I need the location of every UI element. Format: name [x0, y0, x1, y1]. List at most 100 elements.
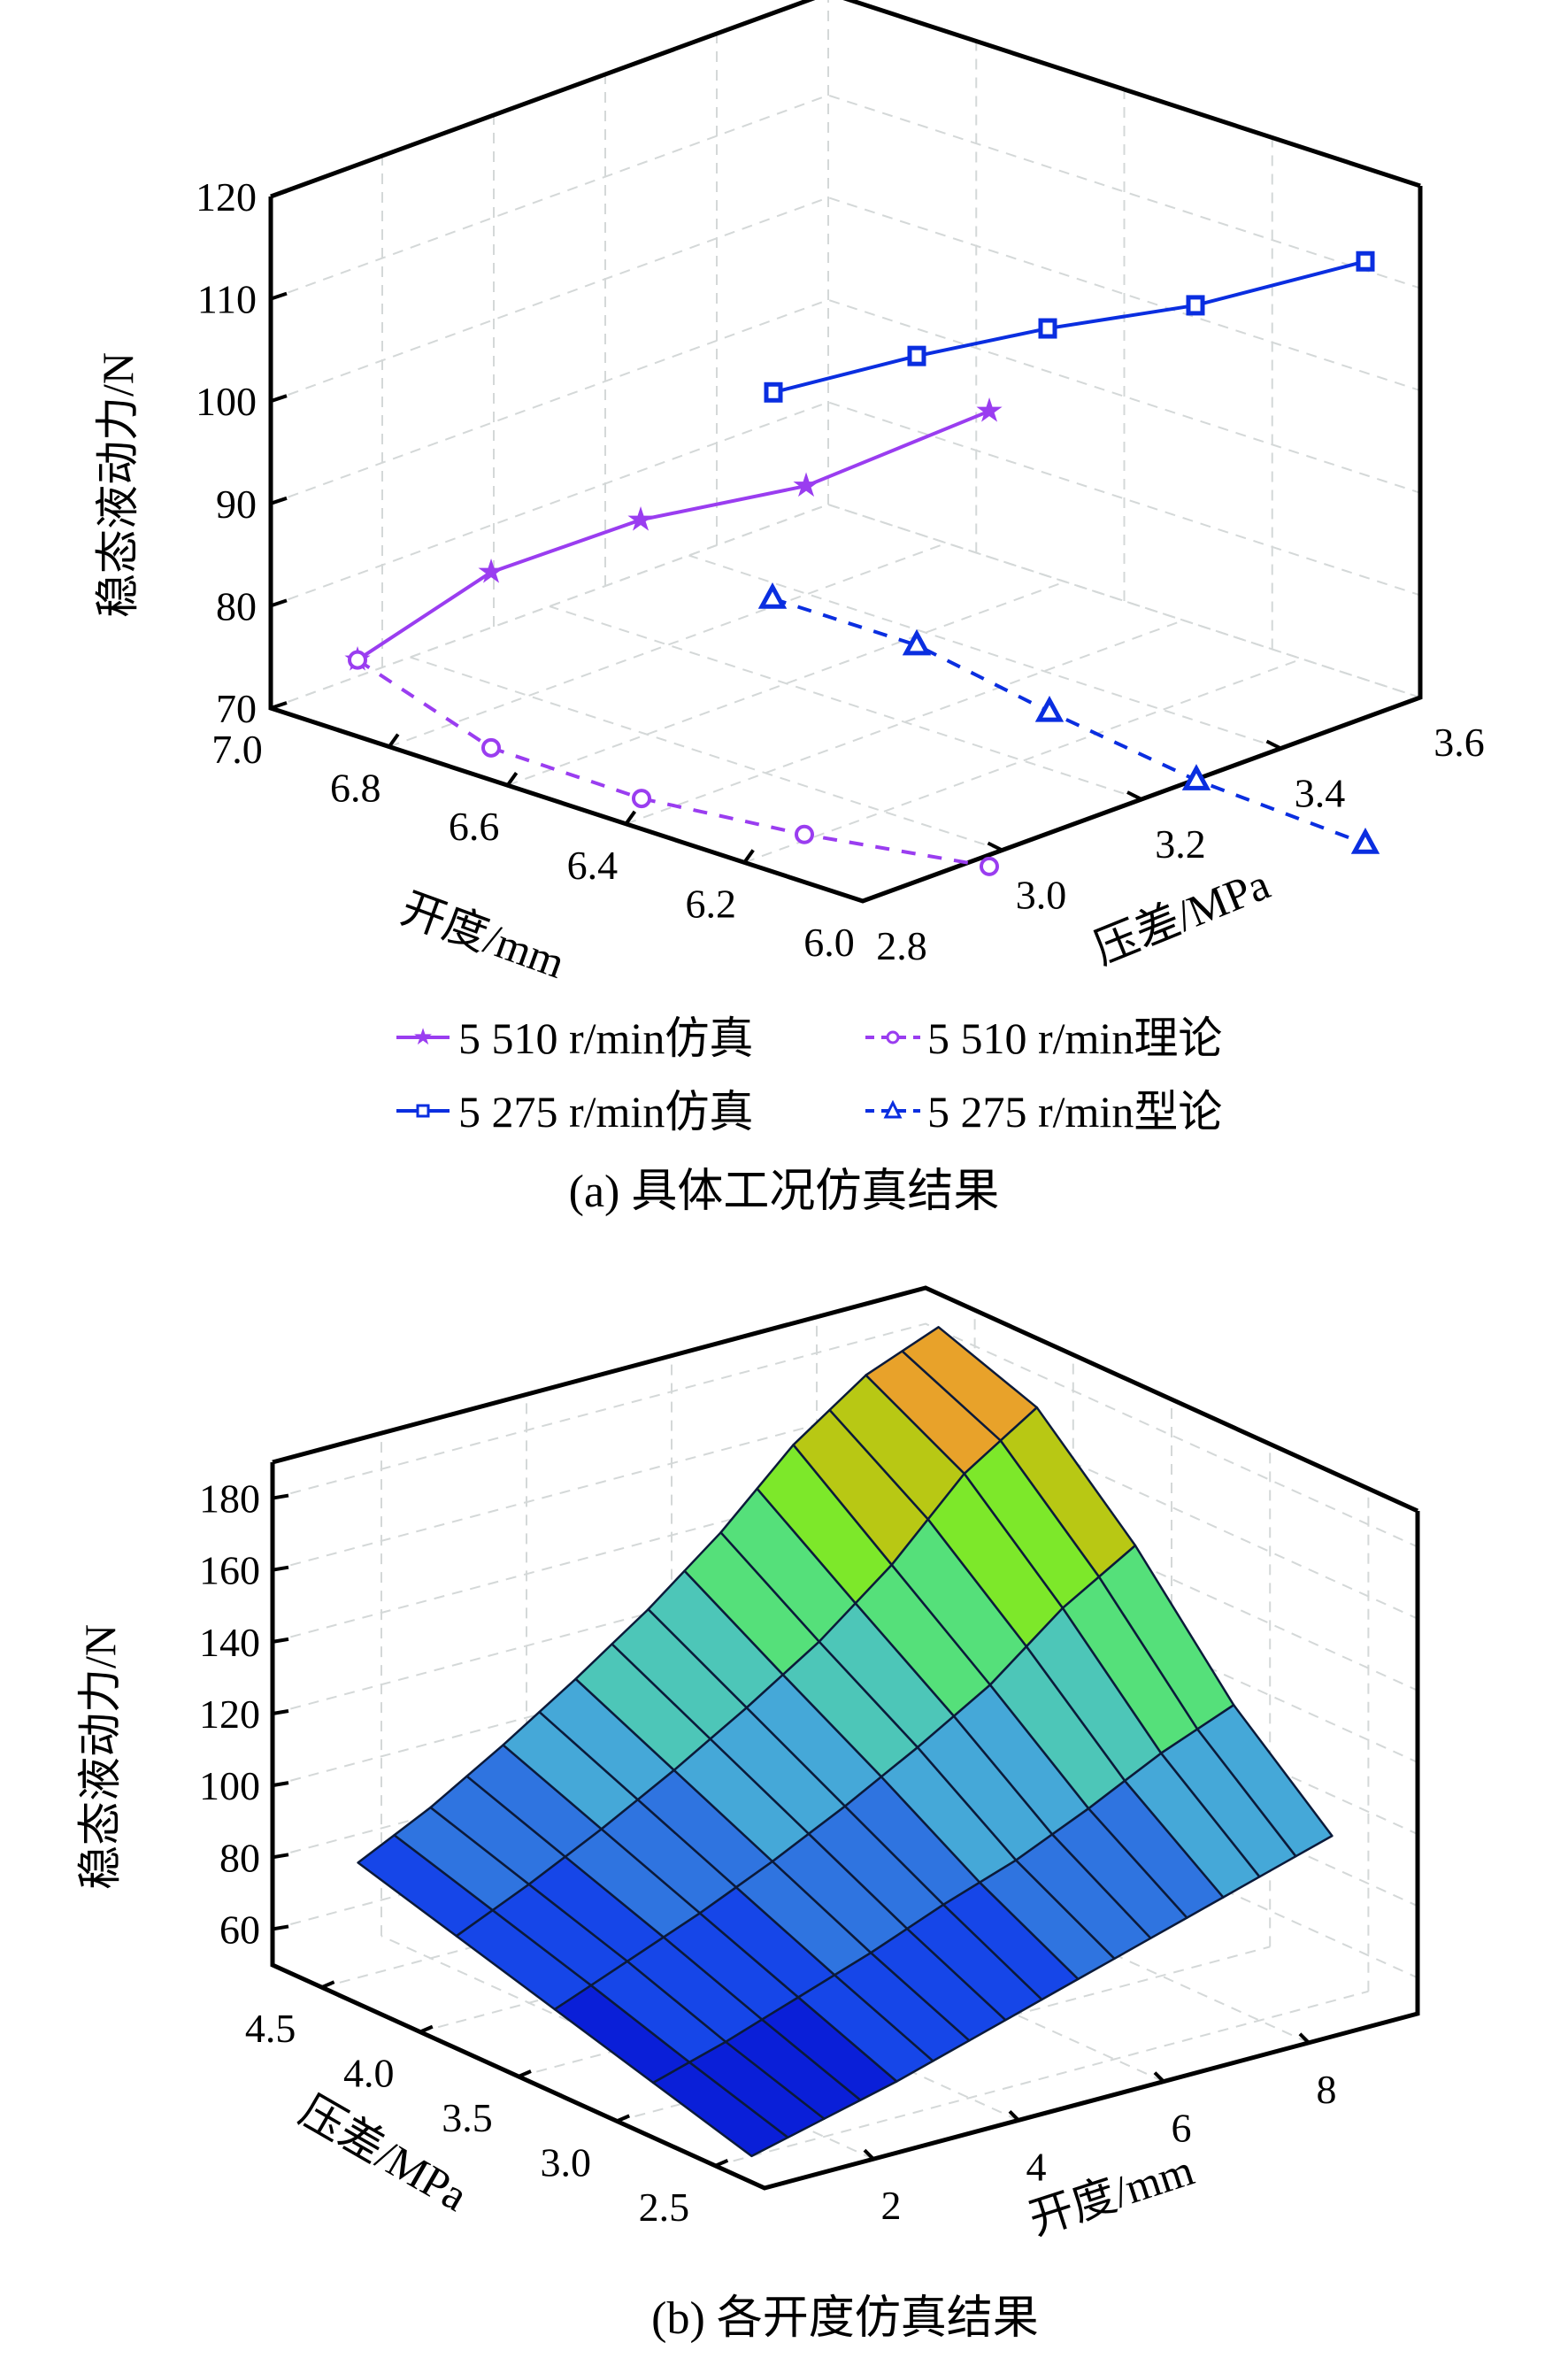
z-tick-label: 160 [199, 1548, 260, 1593]
y-tick-label: 3.2 [1155, 821, 1206, 867]
axis-line [272, 1285, 1419, 1514]
legend-triangle-icon [883, 1099, 903, 1119]
z-tick-label: 120 [199, 1691, 260, 1737]
legend-item-5510-sim: ★ 5 510 r/min仿真 [396, 1013, 753, 1063]
grid-line [270, 503, 1421, 709]
legend-item-5275-theory: 5 275 r/min型论 [865, 1087, 1222, 1137]
z-tick-mark [272, 1493, 289, 1500]
x-tick-label: 6.6 [449, 804, 500, 849]
z-tick-mark [272, 1924, 289, 1931]
z-tick-mark [272, 1637, 289, 1644]
x-tick-label: 6.8 [330, 766, 381, 811]
y-tick-mark [987, 841, 1003, 852]
chart-b: 60 80 100 120 140 160 180 4.5 4.0 3.5 3.0 2.5 2 4 6 8 稳… [75, 1285, 1420, 2344]
chart-b-x-axis-label: 开度/mm [1023, 2145, 1200, 2245]
square-marker [1038, 318, 1057, 339]
chart-a-ticks: 70 80 90 100 110 120 7.0 6.8 6.6 6.4 6.2 6.0 2.8 3.0 3… [196, 174, 1485, 968]
chart-a-y-axis-label: 压差/MPa [1087, 859, 1276, 974]
chart-b-caption: (b) 各开度仿真结果 [651, 2293, 1039, 2344]
series-line [772, 597, 1366, 846]
circle-marker [632, 789, 651, 809]
grid-line [743, 658, 1303, 864]
x-tick-label: 6.4 [567, 843, 619, 888]
grid-line [270, 298, 1421, 505]
y-tick-mark [1265, 739, 1282, 751]
z-tick-label: 80 [216, 583, 257, 628]
chart-b-axes-box [270, 1285, 1420, 2191]
x-tick-mark [863, 2148, 875, 2161]
legend-item-5510-theory: 5 510 r/min理论 [865, 1013, 1222, 1063]
z-tick-label: 90 [216, 482, 257, 527]
z-tick-mark [270, 394, 288, 404]
triangle-marker [1034, 695, 1065, 722]
y-tick-mark [419, 2024, 434, 2034]
x-tick-mark [624, 810, 637, 825]
series-line [772, 259, 1366, 395]
chart-b-z-axis-label: 稳态液动力/N [75, 1624, 125, 1890]
y-tick-label: 4.5 [245, 2006, 296, 2051]
grid-line [507, 581, 1065, 787]
x-tick-mark [388, 733, 400, 748]
grid-line [388, 542, 948, 748]
y-tick-label: 3.0 [540, 2139, 591, 2185]
x-tick-label: 8 [1317, 2067, 1337, 2112]
x-tick-mark [1298, 2032, 1311, 2045]
y-tick-mark [518, 2069, 532, 2078]
square-marker [1186, 295, 1205, 316]
triangle-marker [757, 582, 788, 609]
y-tick-mark [1126, 790, 1142, 801]
z-tick-mark [270, 189, 288, 198]
z-tick-label: 70 [216, 686, 257, 731]
z-tick-mark [270, 598, 288, 608]
legend-label: 5 510 r/min理论 [927, 1013, 1222, 1063]
y-tick-label: 2.8 [876, 923, 927, 968]
z-tick-label: 140 [199, 1620, 260, 1665]
grid-line [270, 196, 1421, 403]
legend-label: 5 275 r/min仿真 [458, 1087, 753, 1137]
triangle-marker [902, 628, 932, 656]
chart-b-ticks: 60 80 100 120 140 160 180 4.5 4.0 3.5 3.0 2.5 2 4 6 8 [199, 1476, 1337, 2230]
chart-a-caption: (a) 具体工况仿真结果 [569, 1167, 1000, 1217]
star-marker: ★ [974, 392, 1004, 429]
grid-line [270, 0, 1421, 197]
star-marker: ★ [791, 467, 821, 505]
triangle-marker [1350, 827, 1380, 854]
z-tick-mark [270, 291, 288, 301]
axis-line [270, 1462, 1420, 2191]
x-tick-label: 4 [1026, 2144, 1047, 2189]
legend-circle-icon [886, 1030, 900, 1044]
y-tick-mark [320, 1980, 335, 1990]
y-tick-label: 4.0 [343, 2051, 395, 2096]
circle-marker [348, 650, 367, 670]
axis-line [270, 0, 1421, 199]
z-tick-label: 100 [196, 379, 257, 424]
square-marker [1356, 250, 1375, 272]
legend-star-icon: ★ [412, 1024, 433, 1050]
square-marker [907, 345, 926, 366]
grid-line [272, 1322, 1418, 1548]
chart-a-axes-box [268, 0, 1423, 904]
chart-a: 70 80 90 100 110 120 7.0 6.8 6.6 6.4 6.2 6.0 2.8 3.0 3… [93, 0, 1485, 1217]
chart-b-surface [357, 1326, 1334, 2158]
triangle-marker [1181, 764, 1211, 790]
x-tick-label: 2 [881, 2183, 902, 2228]
grid-line [270, 94, 1421, 300]
chart-a-z-axis-label: 稳态液动力/N [93, 352, 142, 618]
z-tick-label: 120 [196, 174, 257, 220]
grid-line [270, 401, 1421, 607]
legend-label: 5 275 r/min型论 [927, 1087, 1222, 1137]
x-tick-label: 7.0 [211, 727, 263, 772]
chart-a-x-axis-label: 开度/mm [395, 883, 571, 988]
circle-marker [481, 737, 501, 758]
z-tick-label: 110 [197, 277, 257, 322]
y-tick-mark [714, 2158, 729, 2168]
legend-square-icon [416, 1104, 430, 1118]
grid-line [715, 1990, 1369, 2167]
grid-line [626, 619, 1184, 825]
x-tick-mark [742, 849, 755, 864]
x-tick-mark [505, 772, 519, 787]
y-tick-mark [616, 2114, 630, 2123]
z-tick-label: 60 [219, 1907, 260, 1952]
legend-label: 5 510 r/min仿真 [458, 1013, 753, 1063]
